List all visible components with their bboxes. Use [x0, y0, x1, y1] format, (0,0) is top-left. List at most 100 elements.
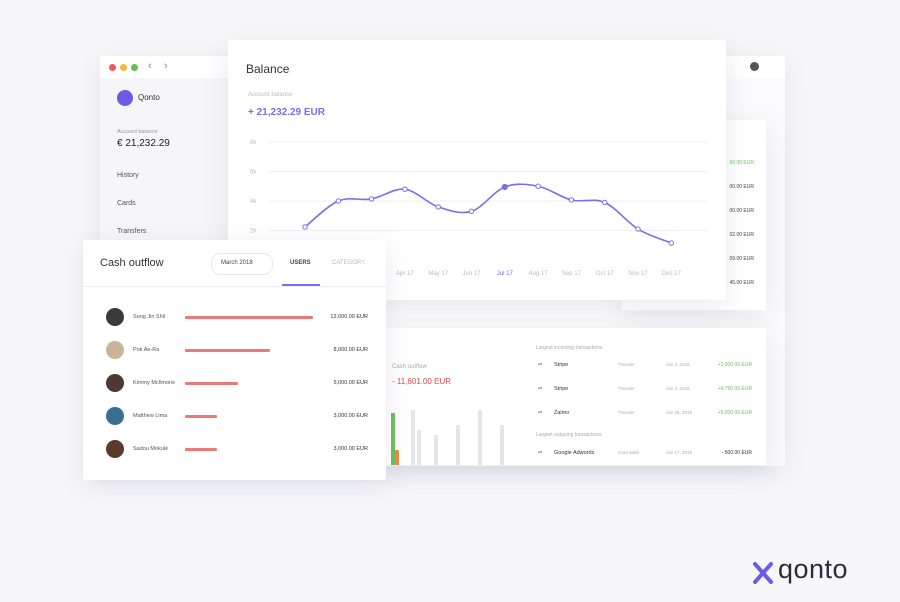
balance-point [435, 204, 441, 210]
tx-date: Jan 4, 2018 [666, 362, 690, 367]
summary-amount: - 11,601.00 EUR [392, 377, 451, 386]
tx-amount: +2,000.00 EUR [717, 362, 752, 368]
x-tick-label: Jun 17 [462, 271, 481, 277]
summary-bar [456, 425, 460, 465]
tx-method: Card debit [618, 450, 639, 455]
tx-date: Jan 17, 2018 [666, 450, 693, 455]
back-button[interactable]: ‹ [148, 60, 152, 72]
balance-chart: 2k 4k 6k 8k Apr 17 May 17 Jun 17 Jul 17 Aug 17 Se… [250, 140, 708, 277]
tx-name: Stripe [554, 362, 569, 368]
outflow-amount: 8,000.00 EUR [333, 347, 368, 353]
avatar [106, 341, 124, 359]
summary-bars [391, 410, 504, 465]
outflow-bar [185, 316, 313, 319]
tx-amount: - 500.00 EUR [721, 450, 752, 456]
zoom-dot[interactable] [131, 64, 138, 71]
x-tick-label: Oct 17 [596, 271, 614, 277]
summary-bar [417, 430, 421, 465]
tx-icon: ⇄ [538, 450, 543, 456]
tx-icon: ⇄ [538, 410, 543, 416]
balance-point [535, 183, 541, 189]
balance-point [635, 226, 641, 232]
amount: 00.00 EUR [729, 184, 754, 190]
y-tick-label: 4k [250, 199, 257, 205]
logo-icon [753, 562, 773, 584]
avatar [106, 374, 124, 392]
nav-item[interactable]: History [117, 172, 139, 179]
x-tick-label: Sep 17 [562, 271, 582, 277]
tx-name: Zalmo [554, 410, 570, 416]
balance-point [368, 196, 375, 202]
summary-bar [478, 410, 482, 465]
forward-button[interactable]: › [164, 60, 168, 72]
tx-method: Transfer [618, 386, 635, 391]
balance-point [568, 197, 575, 203]
user-name: Sadou Mokulé [133, 446, 169, 452]
avatar [106, 440, 124, 458]
tx-amount: +5,000.00 EUR [717, 410, 752, 416]
x-tick-label: Dec 17 [662, 271, 682, 277]
settings-icon[interactable] [750, 62, 759, 71]
outflow-amount: 5,000.00 EUR [333, 380, 368, 386]
close-dot[interactable] [109, 64, 116, 71]
balance-point [468, 208, 475, 215]
avatar [106, 407, 124, 425]
user-name: Kimmy McIlmorie [133, 380, 176, 386]
tx-icon: ⇄ [538, 386, 543, 392]
tx-method: Transfer [618, 362, 635, 367]
divider [83, 286, 386, 287]
account-label: Account balance [117, 129, 158, 135]
summary-card: Cash outflow - 11,601.00 EUR Largest inc… [386, 328, 766, 465]
user-name: Matthew Lima [133, 413, 168, 419]
logo-text: qonto [778, 554, 849, 584]
tx-icon: ⇄ [538, 362, 543, 368]
balance-subtitle: Account balance [248, 92, 293, 98]
period: March 2018 [221, 260, 253, 266]
avatar [106, 308, 124, 326]
tab-category[interactable]: CATEGORY [332, 260, 366, 266]
tx-amount: +4,750.00 EUR [717, 386, 752, 392]
brand-icon [117, 90, 133, 106]
x-tick-label: Jul 17 [497, 271, 514, 277]
period-select[interactable]: March 2018 [211, 253, 273, 275]
incoming-title: Largest incoming transactions [536, 345, 603, 351]
y-tick-label: 2k [250, 229, 257, 235]
outflow-bar [185, 448, 217, 451]
balance-amount: + 21,232.29 EUR [248, 107, 325, 118]
summary-bar [411, 410, 415, 465]
summary-bar [391, 413, 395, 465]
tx-date: Jan 3, 2018 [666, 386, 690, 391]
x-tick-label: Apr 17 [396, 271, 414, 277]
outflow-bar [185, 415, 217, 418]
account-balance: € 21,232.29 [117, 138, 170, 149]
tab-users[interactable]: USERS [290, 260, 311, 266]
nav-item[interactable]: Transfers [117, 228, 147, 235]
balance-point [402, 186, 408, 192]
outflow-bar [185, 382, 239, 385]
amount: 09.00 EUR [729, 256, 754, 262]
tx-date: Jan 26, 2018 [666, 410, 693, 415]
summary-bar [500, 425, 504, 465]
outflow-amount: 12,000.00 EUR [330, 314, 368, 320]
amount: 45.00 EUR [729, 280, 754, 286]
tx-name: Google Adwords [554, 450, 595, 456]
summary-label: Cash outflow [392, 364, 427, 370]
y-tick-label: 6k [250, 170, 257, 176]
outflow-amount: 3,000.00 EUR [333, 413, 368, 419]
user-name: Pok Ae-Ra [133, 347, 160, 353]
summary-bar [434, 435, 438, 465]
nav-item[interactable]: Cards [117, 200, 136, 207]
x-tick-label: May 17 [428, 271, 448, 277]
x-tick-label: Nov 17 [628, 271, 648, 277]
brand-name: Qonto [138, 93, 160, 102]
balance-point [668, 240, 674, 246]
minimize-dot[interactable] [120, 64, 127, 71]
y-tick-label: 8k [250, 140, 257, 146]
balance-point [501, 183, 508, 191]
balance-line [304, 183, 672, 244]
user-name: Sung Jin Shil [133, 314, 166, 320]
balance-title: Balance [246, 62, 290, 76]
x-tick-label: Aug 17 [529, 271, 549, 277]
balance-point [302, 224, 308, 230]
